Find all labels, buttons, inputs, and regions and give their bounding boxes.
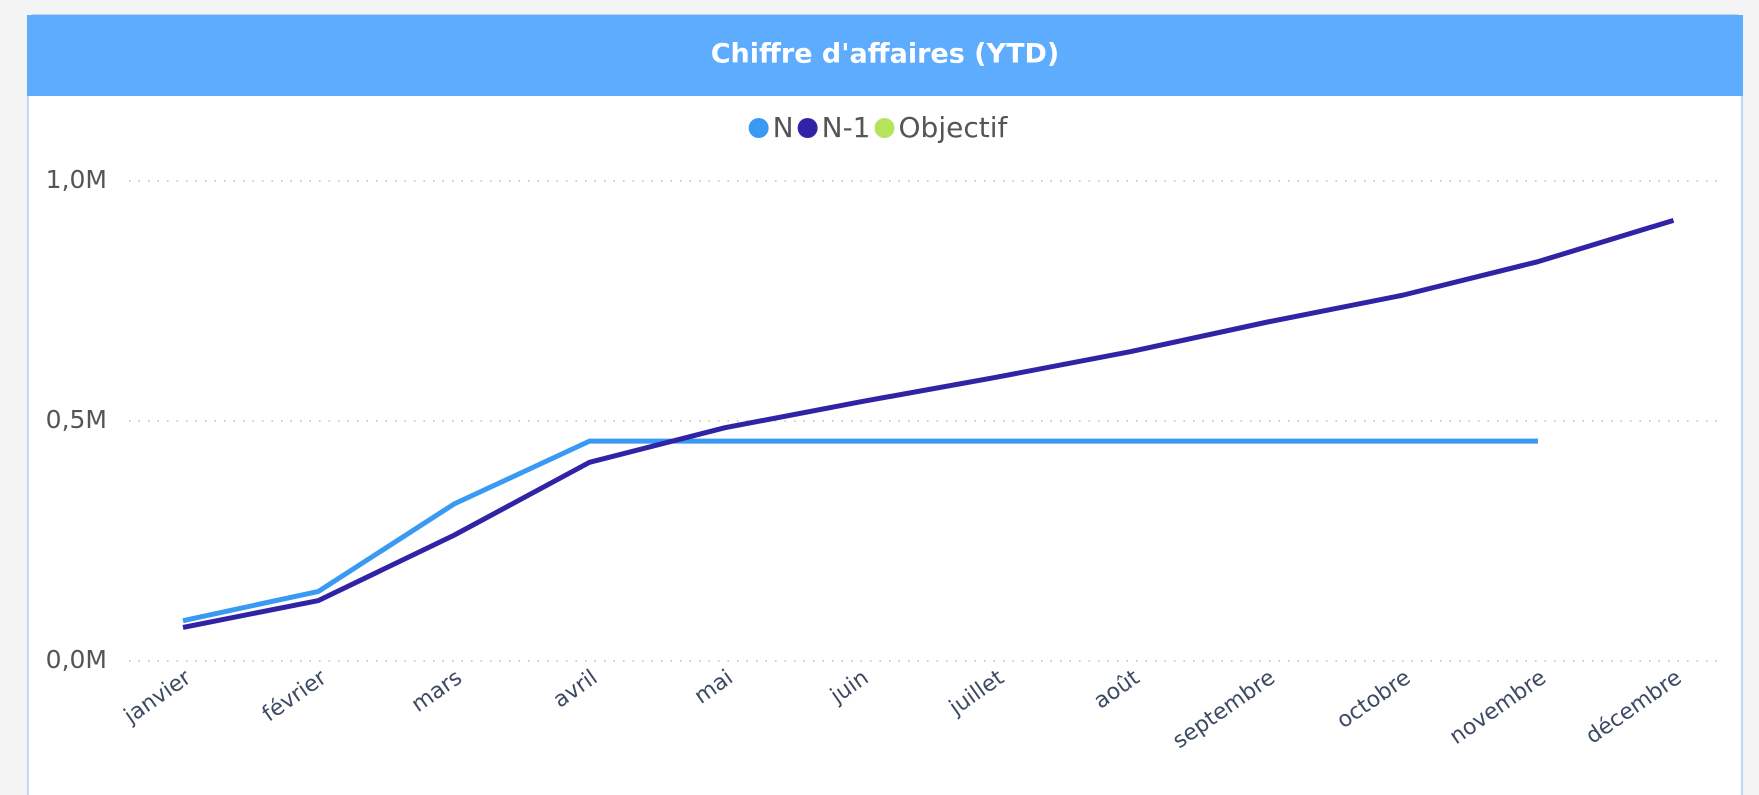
header-bar xyxy=(27,15,1743,96)
legend-item: N xyxy=(748,111,794,144)
legend-item: N-1 xyxy=(797,111,871,144)
legend-item: Objectif xyxy=(874,111,1009,144)
chart-title: Chiffre d'affaires (YTD) xyxy=(711,39,1060,70)
legend-swatch xyxy=(748,118,769,138)
legend-swatch xyxy=(874,118,895,138)
legend-label: N xyxy=(773,111,794,144)
y-tick-label: 1,0M xyxy=(46,165,107,194)
legend-label: Objectif xyxy=(899,111,1009,144)
legend-swatch xyxy=(797,118,818,138)
legend: N N-1 Objectif xyxy=(748,111,1009,144)
series-line xyxy=(182,438,1538,624)
y-tick-label: 0,0M xyxy=(46,645,107,674)
legend-label: N-1 xyxy=(822,111,871,144)
y-tick-label: 0,5M xyxy=(46,405,107,434)
series-line xyxy=(182,217,1675,630)
